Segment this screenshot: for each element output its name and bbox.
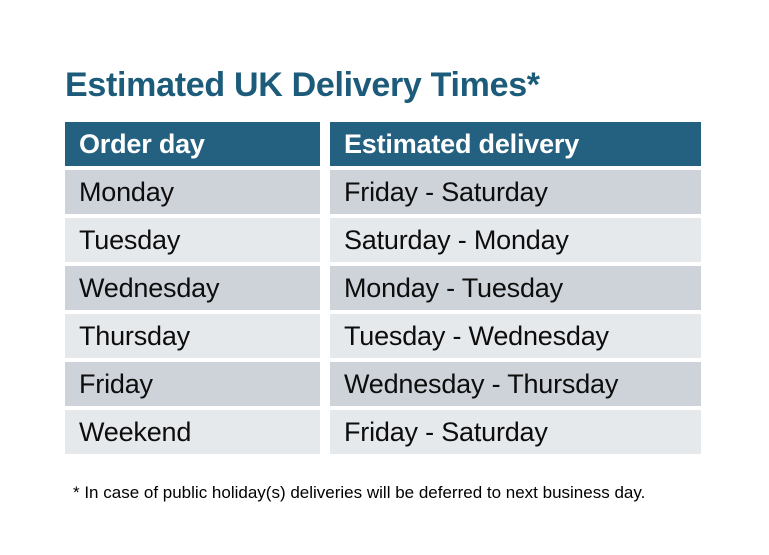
public-holiday-footnote: * In case of public holiday(s) deliverie… [73,483,646,502]
table-cell-estimated-delivery: Wednesday - Thursday [330,362,701,406]
column-header-order-day: Order day [65,122,320,166]
table-cell-estimated-delivery: Tuesday - Wednesday [330,314,701,358]
page-title: Estimated UK Delivery Times* [65,65,540,104]
table-cell-estimated-delivery: Saturday - Monday [330,218,701,262]
table-cell-order-day: Tuesday [65,218,320,262]
column-header-estimated-delivery: Estimated delivery [330,122,701,166]
table-cell-estimated-delivery: Friday - Saturday [330,410,701,454]
table-cell-order-day: Monday [65,170,320,214]
table-cell-estimated-delivery: Friday - Saturday [330,170,701,214]
delivery-times-table: Order day Estimated delivery Monday Frid… [65,122,701,454]
table-cell-order-day: Weekend [65,410,320,454]
table-cell-order-day: Thursday [65,314,320,358]
table-cell-order-day: Wednesday [65,266,320,310]
table-cell-estimated-delivery: Monday - Tuesday [330,266,701,310]
table-cell-order-day: Friday [65,362,320,406]
